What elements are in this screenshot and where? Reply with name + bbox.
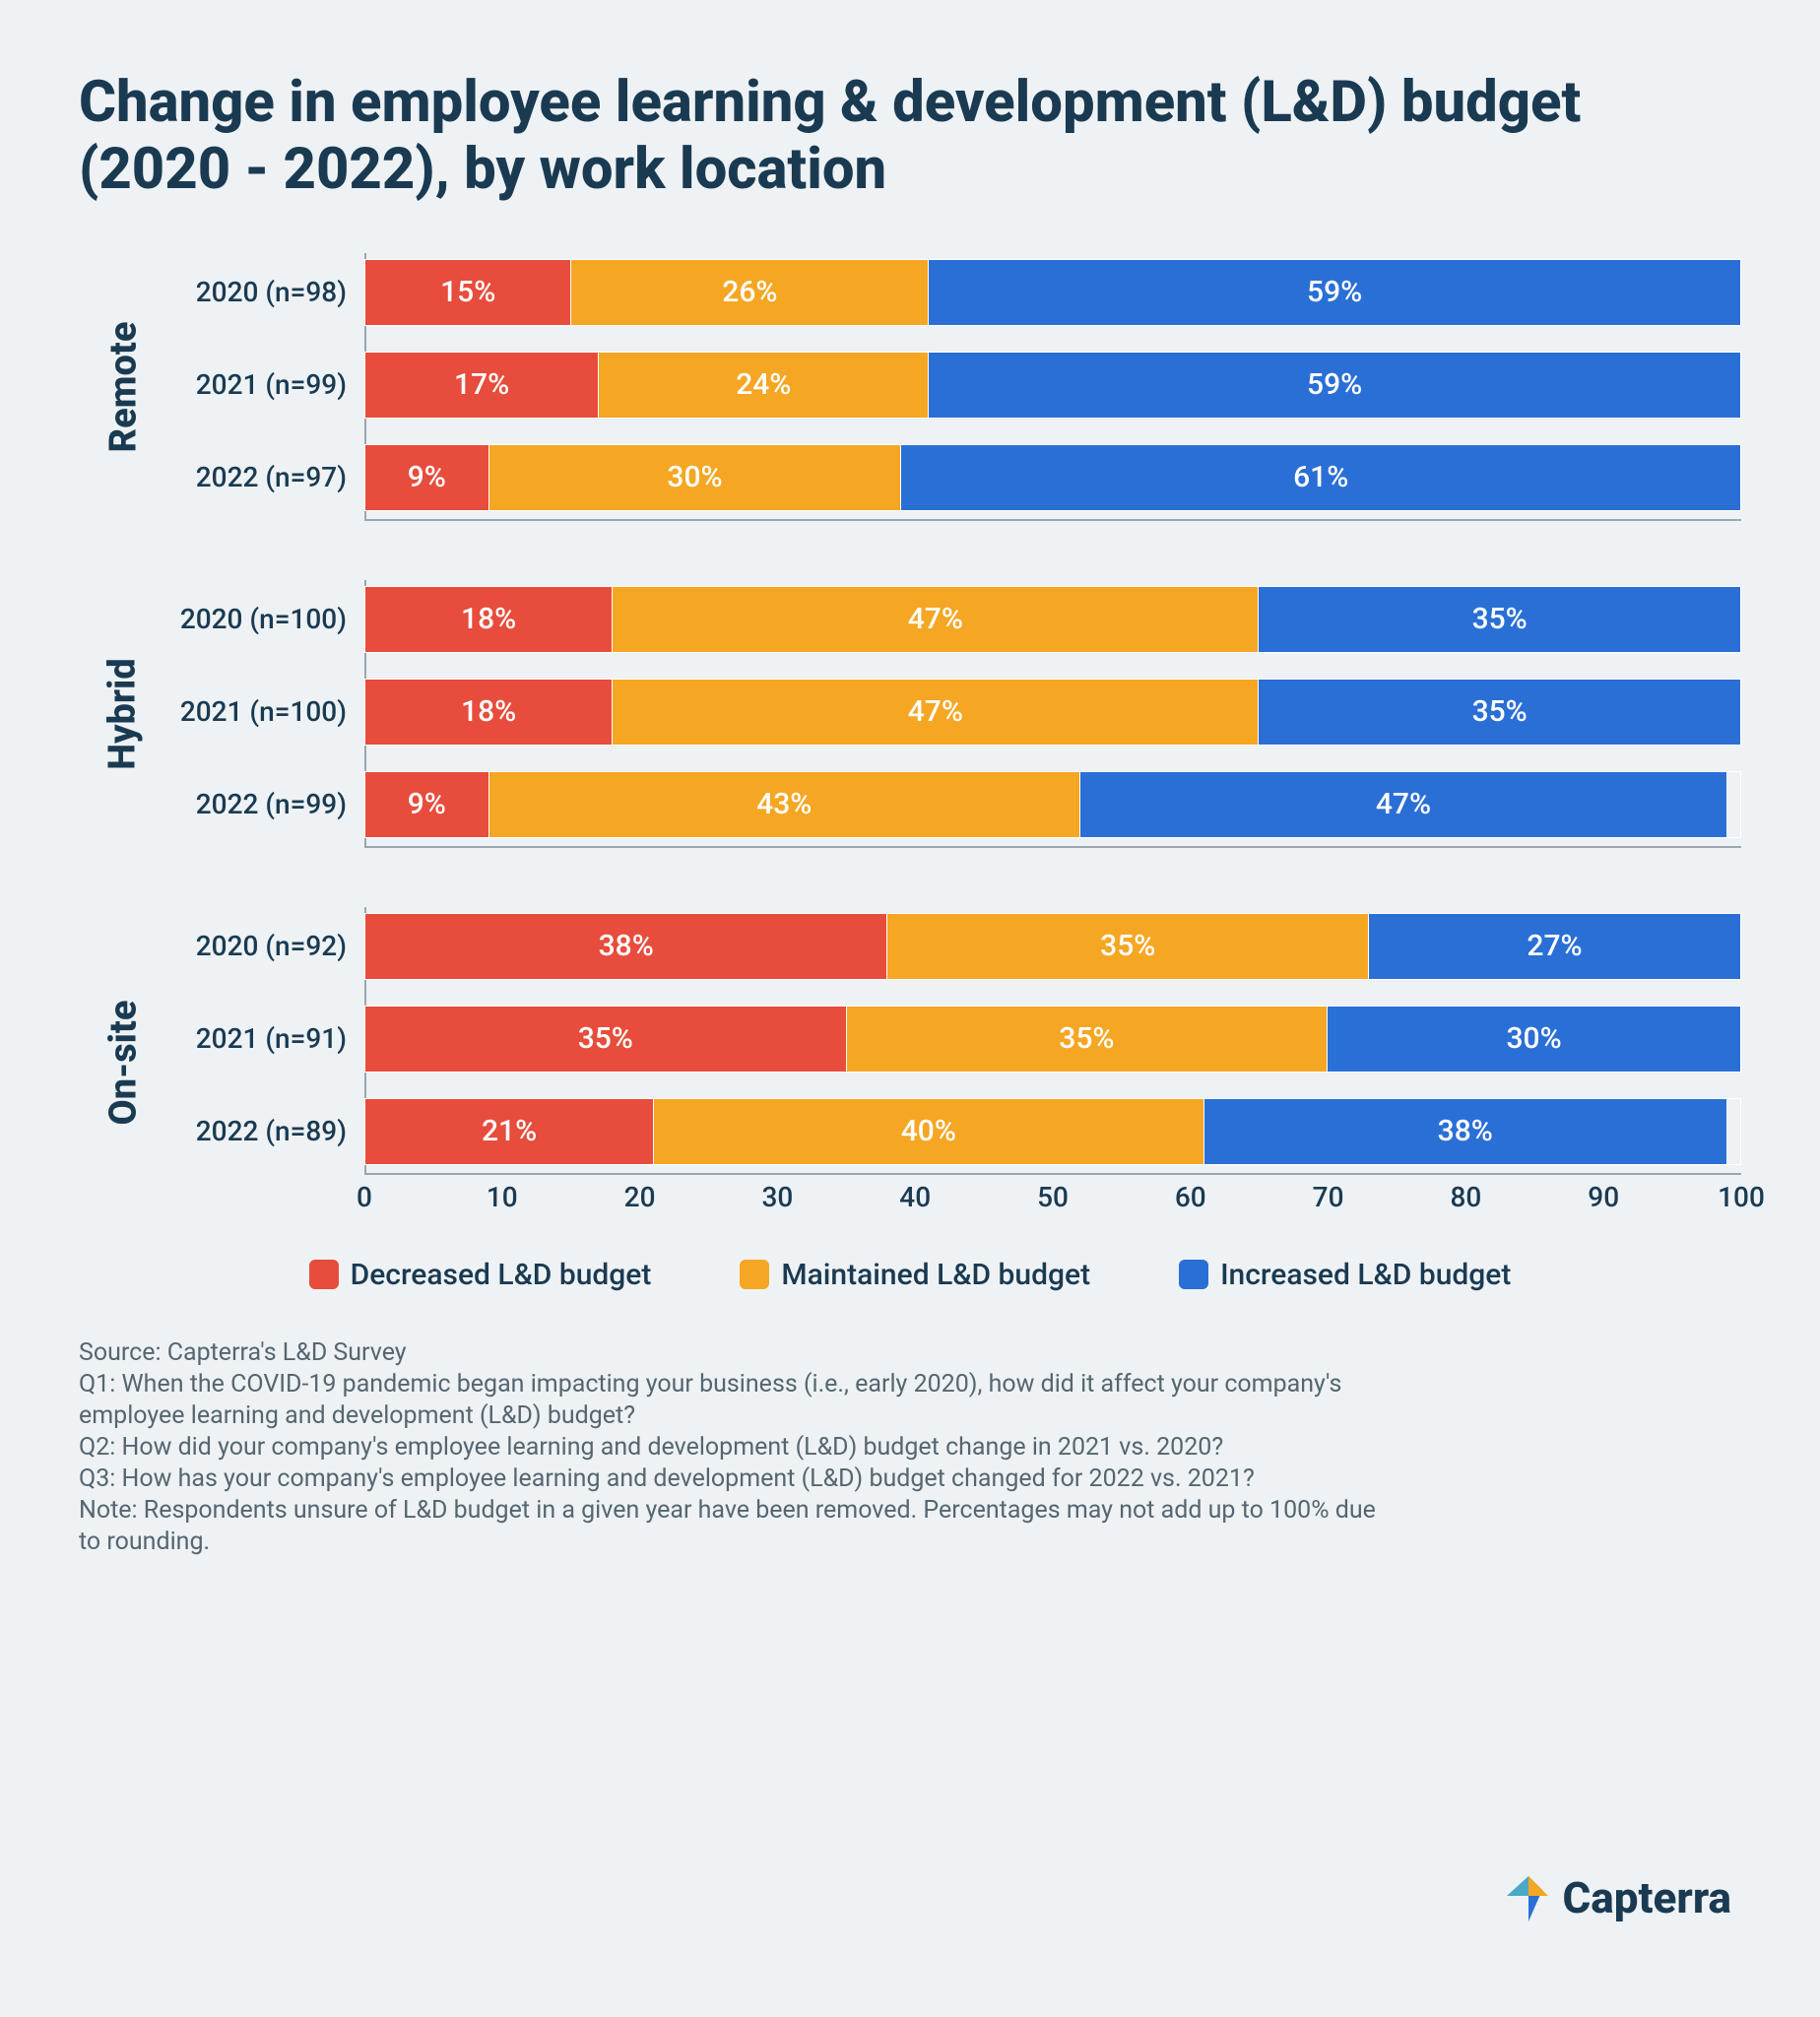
bar-segment: 47% <box>1080 772 1726 837</box>
footnotes: Source: Capterra's L&D SurveyQ1: When th… <box>79 1337 1398 1558</box>
x-tick: 60 <box>1175 1181 1206 1213</box>
bar-row: 2020 (n=98)15%26%59% <box>169 259 1741 326</box>
bar-segment: 59% <box>929 260 1740 325</box>
bar-segment: 17% <box>365 353 599 418</box>
x-tick: 90 <box>1588 1181 1619 1213</box>
legend-swatch <box>1179 1260 1208 1289</box>
bar-segment: 30% <box>1328 1007 1740 1072</box>
stacked-bar: 18%47%35% <box>364 679 1741 746</box>
legend-item: Maintained L&D budget <box>740 1258 1090 1292</box>
footnote-line: Q3: How has your company's employee lear… <box>79 1464 1398 1495</box>
bar-segment: 47% <box>613 587 1259 652</box>
x-tick: 30 <box>761 1181 793 1213</box>
legend-label: Maintained L&D budget <box>781 1258 1090 1292</box>
bar-segment: 27% <box>1369 914 1740 979</box>
bar-row: 2021 (n=100)18%47%35% <box>169 679 1741 746</box>
stacked-bar: 18%47%35% <box>364 586 1741 653</box>
row-label: 2022 (n=97) <box>169 461 364 493</box>
bar-row: 2022 (n=99)9%43%47% <box>169 771 1741 838</box>
legend-swatch <box>309 1260 339 1289</box>
bar-segment: 9% <box>365 445 489 510</box>
chart-group: Remote2020 (n=98)15%26%59%2021 (n=99)17%… <box>79 253 1741 521</box>
row-label: 2021 (n=100) <box>169 695 364 728</box>
bar-segment: 38% <box>1204 1099 1726 1164</box>
x-tick: 20 <box>624 1181 656 1213</box>
x-tick: 80 <box>1450 1181 1481 1213</box>
bar-row: 2020 (n=100)18%47%35% <box>169 586 1741 653</box>
stacked-bar: 21%40%38% <box>364 1098 1741 1165</box>
x-tick: 10 <box>487 1181 518 1213</box>
bar-segment: 61% <box>901 445 1740 510</box>
bar-segment: 59% <box>929 353 1740 418</box>
legend-label: Increased L&D budget <box>1220 1258 1511 1292</box>
bar-row: 2020 (n=92)38%35%27% <box>169 913 1741 980</box>
capterra-logo-icon <box>1499 1872 1550 1923</box>
capterra-logo: Capterra <box>1499 1872 1731 1923</box>
legend: Decreased L&D budget Maintained L&D budge… <box>79 1258 1741 1292</box>
bar-segment: 38% <box>365 914 887 979</box>
chart-title: Change in employee learning & developmen… <box>79 69 1741 204</box>
capterra-logo-text: Capterra <box>1562 1872 1731 1923</box>
row-label: 2020 (n=92) <box>169 930 364 962</box>
legend-swatch <box>740 1260 769 1289</box>
stacked-bar: 35%35%30% <box>364 1006 1741 1073</box>
stacked-bar: 38%35%27% <box>364 913 1741 980</box>
row-label: 2020 (n=100) <box>169 603 364 635</box>
bar-segment: 35% <box>365 1007 847 1072</box>
stacked-bar: 9%30%61% <box>364 444 1741 511</box>
legend-item: Decreased L&D budget <box>309 1258 652 1292</box>
group-label: Hybrid <box>101 658 145 769</box>
bar-segment: 35% <box>847 1007 1329 1072</box>
row-label: 2022 (n=89) <box>169 1115 364 1147</box>
bar-segment: 24% <box>599 353 929 418</box>
bar-segment: 35% <box>1259 680 1740 745</box>
bar-row: 2021 (n=99)17%24%59% <box>169 352 1741 419</box>
bar-segment: 26% <box>571 260 929 325</box>
group-label: On-site <box>101 1000 145 1125</box>
footnote-line: Q1: When the COVID-19 pandemic began imp… <box>79 1369 1398 1432</box>
stacked-bar: 9%43%47% <box>364 771 1741 838</box>
x-tick: 50 <box>1037 1181 1069 1213</box>
footnote-line: Q2: How did your company's employee lear… <box>79 1432 1398 1464</box>
bar-segment: 9% <box>365 772 489 837</box>
row-label: 2021 (n=91) <box>169 1022 364 1055</box>
bar-segment: 21% <box>365 1099 654 1164</box>
bar-segment: 43% <box>489 772 1080 837</box>
bar-segment: 18% <box>365 680 613 745</box>
x-tick: 40 <box>899 1181 931 1213</box>
x-tick: 0 <box>357 1181 372 1213</box>
stacked-bar: 17%24%59% <box>364 352 1741 419</box>
footnote-line: Source: Capterra's L&D Survey <box>79 1337 1398 1369</box>
bar-segment: 35% <box>1259 587 1740 652</box>
bar-segment: 15% <box>365 260 571 325</box>
bar-row: 2022 (n=97)9%30%61% <box>169 444 1741 511</box>
bar-segment: 18% <box>365 587 613 652</box>
x-tick: 70 <box>1313 1181 1344 1213</box>
x-tick: 100 <box>1718 1181 1765 1213</box>
bar-segment: 47% <box>613 680 1259 745</box>
chart-area: Remote2020 (n=98)15%26%59%2021 (n=99)17%… <box>79 253 1741 1277</box>
bar-segment: 30% <box>489 445 902 510</box>
chart-group: Hybrid2020 (n=100)18%47%35%2021 (n=100)1… <box>79 580 1741 848</box>
row-label: 2021 (n=99) <box>169 368 364 401</box>
group-label: Remote <box>101 321 145 452</box>
legend-label: Decreased L&D budget <box>351 1258 652 1292</box>
bar-segment: 35% <box>887 914 1369 979</box>
bar-row: 2022 (n=89)21%40%38% <box>169 1098 1741 1165</box>
row-label: 2020 (n=98) <box>169 276 364 308</box>
stacked-bar: 15%26%59% <box>364 259 1741 326</box>
footnote-line: Note: Respondents unsure of L&D budget i… <box>79 1495 1398 1558</box>
chart-group: On-site2020 (n=92)38%35%27%2021 (n=91)35… <box>79 907 1741 1218</box>
legend-item: Increased L&D budget <box>1179 1258 1511 1292</box>
bar-row: 2021 (n=91)35%35%30% <box>169 1006 1741 1073</box>
row-label: 2022 (n=99) <box>169 788 364 820</box>
bar-segment: 40% <box>654 1099 1203 1164</box>
